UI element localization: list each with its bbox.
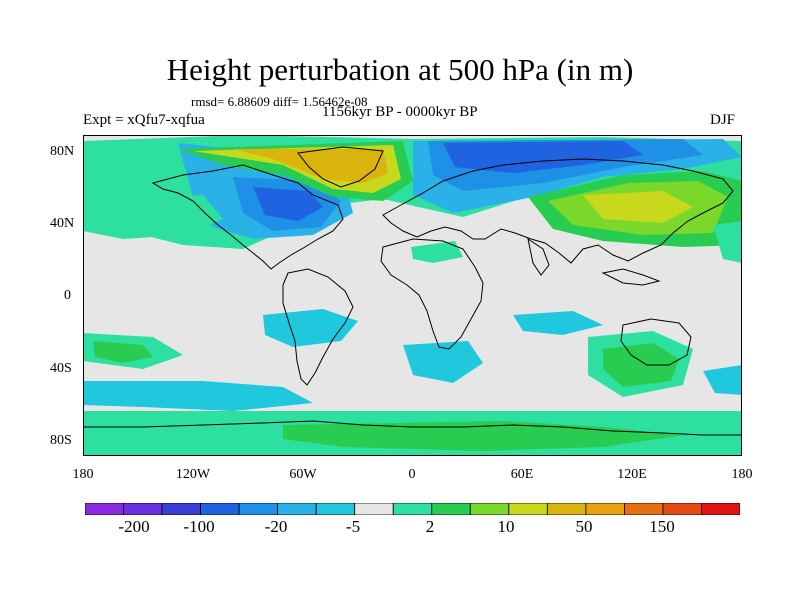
field-south-pac-green (93, 341, 153, 363)
contour-fields (83, 135, 742, 456)
y-label-80n: 80N (50, 144, 75, 159)
colorbar-label-5: 2 (425, 517, 435, 536)
coast-india (527, 237, 550, 276)
field-au-green (603, 343, 679, 387)
colorbar-box-12 (508, 503, 548, 515)
colorbar-box-7 (315, 503, 356, 515)
colorbar-box-9 (392, 503, 433, 515)
colorbar-box-10 (431, 503, 471, 515)
field-so-cyan-west (83, 381, 313, 411)
colorbar-box-3 (161, 503, 201, 515)
colorbar (85, 503, 740, 515)
colorbar-label-3: -20 (264, 517, 288, 536)
coast-south-america (282, 268, 354, 386)
coast-australia (620, 318, 692, 366)
colorbar-box-16 (662, 503, 702, 515)
colorbar-box-13 (546, 503, 587, 515)
period-label: 1156kyr BP - 0000kyr BP (322, 104, 478, 120)
colorbar-box-5 (238, 503, 279, 515)
stats-label: rmsd= 6.88609 diff= 1.56462e-08 (191, 94, 368, 109)
map-frame (83, 135, 742, 456)
colorbar-box-15 (624, 503, 664, 515)
field-atlantic-mint (411, 241, 463, 263)
field-eurasia-deepblue (443, 141, 643, 173)
y-label-40n: 40N (50, 216, 75, 231)
coast-north-america (151, 164, 344, 270)
colorbar-box-4 (200, 503, 240, 515)
field-pacific-mint (83, 195, 223, 239)
y-label-0: 0 (64, 288, 71, 303)
x-label-180e: 180 (731, 467, 753, 482)
field-na-deepblue (253, 187, 323, 221)
coast-greenland (297, 146, 384, 188)
x-label-60w: 60W (289, 467, 317, 482)
experiment-label: Expt = xQfu7-xqfua (83, 112, 205, 128)
colorbar-box-1 (85, 503, 124, 515)
field-io-cyan (513, 311, 603, 335)
field-w-pacific-mint (713, 221, 742, 263)
coastlines (83, 146, 742, 436)
coast-indonesia (601, 268, 661, 286)
y-label-40s: 40S (50, 361, 72, 376)
x-label-120e: 120E (617, 467, 647, 482)
coast-eurasia (382, 158, 734, 264)
field-so-mint2 (163, 421, 283, 441)
plot-title: Height perturbation at 500 hPa (in m) (166, 52, 634, 87)
coast-africa (380, 238, 484, 350)
colorbar-label-7: 50 (575, 517, 593, 536)
colorbar-box-8 (354, 503, 394, 515)
x-label-120w: 120W (175, 467, 211, 482)
field-greenland-gold (233, 149, 388, 183)
colorbar-label-4: -5 (345, 517, 361, 536)
colorbar-label-1: -200 (118, 517, 150, 536)
height-perturbation-map (83, 135, 742, 456)
x-label-180w: 180 (72, 467, 94, 482)
field-atl-cyan (403, 341, 483, 383)
colorbar-box-2 (123, 503, 163, 515)
colorbar-box-11 (469, 503, 510, 515)
y-label-80s: 80S (50, 433, 72, 448)
colorbar-label-2: -100 (183, 517, 215, 536)
colorbar-box-6 (277, 503, 317, 515)
field-so-cyan-east (703, 365, 742, 395)
colorbar-box-14 (585, 503, 625, 515)
colorbar-label-8: 150 (649, 517, 675, 536)
colorbar-label-6: 10 (497, 517, 515, 536)
colorbar-box-17 (701, 503, 740, 515)
x-label-0: 0 (408, 467, 416, 482)
coast-antarctica (83, 420, 742, 436)
field-siberia-yg (583, 191, 693, 223)
season-label: DJF (710, 112, 736, 128)
x-label-60e: 60E (510, 467, 534, 482)
